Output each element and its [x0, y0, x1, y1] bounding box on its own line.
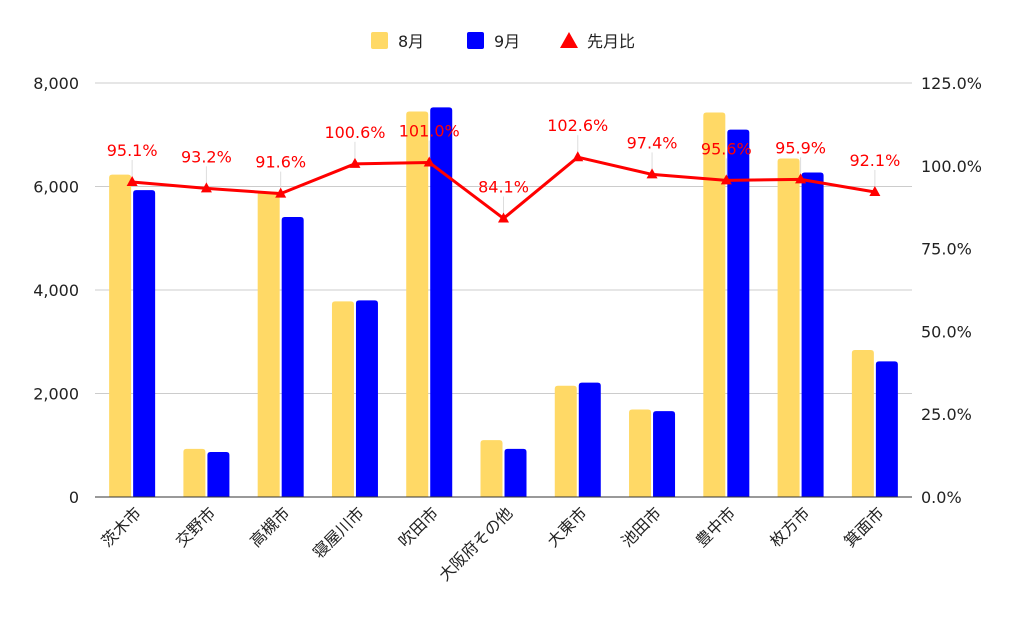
x-tick-label: 大阪府その他 [435, 503, 516, 584]
y-right-tick-label: 100.0% [921, 157, 982, 176]
y-right-tick-label: 0.0% [921, 488, 962, 507]
legend-swatch [467, 32, 484, 49]
bar-aug-7 [629, 409, 652, 497]
bar-sep-4 [430, 107, 453, 497]
ratio-data-label: 95.9% [775, 138, 826, 157]
legend-triangle-icon [560, 32, 578, 48]
x-tick-label: 高槻市 [246, 503, 293, 550]
bar-sep-8 [727, 129, 750, 497]
x-tick-label: 寝屋川市 [309, 503, 368, 562]
y-left-tick-label: 8,000 [33, 74, 79, 93]
ratio-data-label: 102.6% [547, 116, 608, 135]
bar-aug-3 [331, 301, 354, 497]
axes: 0 2,000 4,000 6,000 8,000 0.0% 25.0% 50.0% 75.0%… [33, 74, 982, 585]
ratio-data-label: 95.1% [107, 141, 158, 160]
y-right-tick-label: 75.0% [921, 240, 972, 259]
x-tick-label: 箕面市 [840, 503, 887, 550]
bar-sep-0 [133, 190, 156, 497]
x-tick-label: 枚方市 [766, 503, 813, 550]
y-left-tick-label: 2,000 [33, 385, 79, 404]
bar-aug-9 [777, 158, 800, 497]
x-tick-label: 豊中市 [692, 503, 739, 550]
ratio-data-label: 101.0% [399, 121, 460, 140]
bar-series [109, 107, 898, 498]
ratio-marker [275, 187, 287, 198]
ratio-data-label: 100.6% [324, 123, 385, 142]
bar-aug-1 [183, 448, 206, 497]
bar-aug-5 [480, 440, 503, 497]
legend-label: 9月 [494, 32, 520, 51]
legend-label: 先月比 [587, 32, 635, 51]
x-tick-label: 交野市 [172, 503, 219, 550]
gridlines [95, 82, 912, 394]
bar-sep-3 [355, 300, 378, 497]
bar-sep-1 [207, 451, 230, 497]
bar-aug-0 [109, 174, 132, 497]
y-right-tick-label: 50.0% [921, 322, 972, 341]
x-tick-label: 大東市 [543, 503, 590, 550]
ratio-marker [720, 174, 732, 185]
ratio-marker [349, 157, 361, 168]
ratio-marker [423, 156, 435, 167]
ratio-marker [572, 151, 584, 162]
ratio-marker [498, 212, 509, 223]
ratio-data-label: 92.1% [849, 151, 900, 170]
bar-sep-10 [875, 361, 898, 497]
bar-aug-8 [703, 112, 726, 497]
legend: 8月 9月 先月比 [371, 32, 635, 51]
ratio-data-label: 95.6% [701, 139, 752, 158]
ratio-marker [869, 185, 881, 196]
ratio-marker [795, 173, 807, 184]
ratio-marker [200, 182, 212, 193]
y-right-tick-label: 25.0% [921, 405, 972, 424]
bar-aug-10 [851, 350, 874, 497]
bar-sep-2 [281, 217, 304, 497]
x-tick-label: 茨木市 [98, 503, 145, 550]
legend-label: 8月 [398, 32, 424, 51]
ratio-data-label: 91.6% [255, 153, 306, 172]
bar-sep-9 [801, 172, 824, 497]
ratio-marker [646, 168, 658, 179]
bar-sep-7 [653, 411, 676, 497]
y-right-tick-label: 125.0% [921, 74, 982, 93]
ratio-data-label: 97.4% [627, 133, 678, 152]
x-tick-label: 池田市 [617, 503, 664, 550]
ratio-line-series: 95.1% 93.2% 91.6% 100.6% 101.0% 84.1% 102.6% 97… [107, 116, 900, 223]
y-left-tick-label: 4,000 [33, 281, 79, 300]
bar-aug-6 [554, 385, 577, 497]
bar-aug-2 [257, 191, 280, 498]
bar-sep-5 [504, 448, 527, 497]
y-left-tick-label: 0 [69, 488, 79, 507]
bar-sep-6 [578, 382, 601, 497]
y-left-tick-label: 6,000 [33, 178, 79, 197]
ratio-data-label: 84.1% [478, 177, 529, 196]
x-tick-label: 吹田市 [395, 503, 442, 550]
ratio-data-label: 93.2% [181, 147, 232, 166]
bar-aug-4 [406, 111, 429, 498]
ratio-marker [126, 176, 138, 187]
legend-swatch [371, 32, 388, 49]
